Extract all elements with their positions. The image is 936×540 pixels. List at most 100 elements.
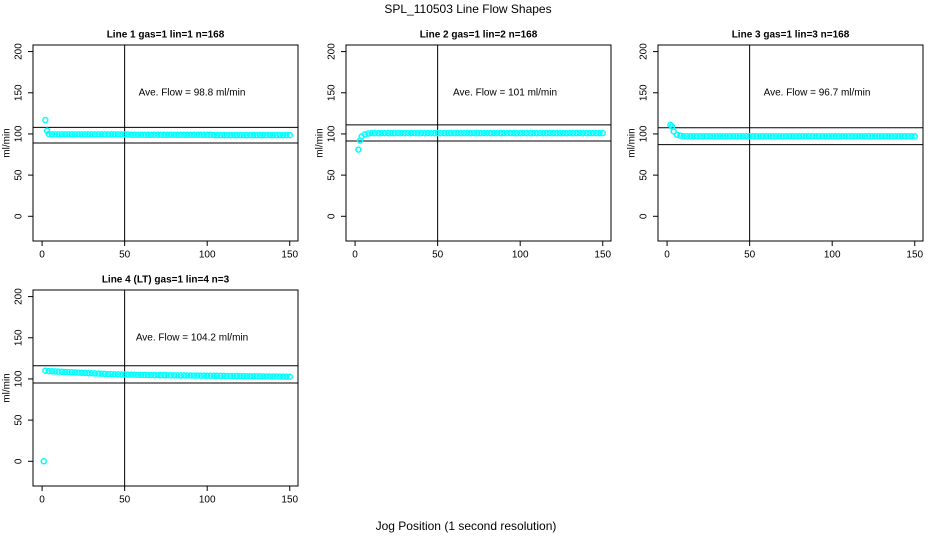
point (368, 129, 375, 137)
point (388, 129, 395, 137)
point (200, 131, 208, 139)
annotation: Ave. Flow = 101 ml/min (453, 87, 557, 98)
point (855, 132, 862, 140)
point (582, 129, 590, 137)
point (55, 368, 62, 375)
point (546, 129, 554, 137)
point (207, 131, 214, 139)
point (677, 132, 684, 139)
point (81, 369, 89, 377)
point (94, 131, 102, 138)
point (141, 131, 148, 139)
point (48, 368, 56, 375)
point (440, 129, 448, 137)
point (266, 373, 274, 380)
point (68, 131, 76, 138)
point (227, 131, 234, 139)
point (766, 132, 773, 140)
point (187, 372, 194, 379)
point (875, 132, 882, 140)
point (250, 131, 257, 139)
point (161, 371, 168, 379)
point (177, 131, 185, 139)
point (243, 131, 251, 139)
plot-frame (32, 289, 299, 487)
y-tick-label: 200 (14, 43, 25, 60)
point (680, 132, 687, 140)
point (177, 372, 185, 379)
point (710, 132, 717, 140)
point (200, 372, 208, 379)
point (78, 131, 85, 138)
point (118, 131, 125, 138)
point (431, 129, 438, 137)
point (213, 131, 221, 139)
point (573, 129, 580, 137)
point (266, 131, 274, 139)
point (184, 131, 191, 139)
point (822, 132, 829, 140)
point (260, 373, 267, 380)
point (286, 131, 293, 139)
point (878, 132, 885, 140)
point (101, 131, 109, 138)
point (124, 371, 132, 378)
point (154, 371, 161, 379)
point (81, 131, 89, 138)
y-axis-label: ml/min (2, 373, 13, 402)
point (673, 131, 681, 139)
point (381, 129, 389, 137)
point (365, 130, 372, 137)
point (464, 129, 471, 137)
point (42, 116, 49, 124)
x-tick-label: 0 (39, 495, 45, 506)
point (427, 129, 435, 137)
point (286, 373, 293, 380)
point (706, 132, 714, 140)
point (78, 369, 85, 377)
point (908, 132, 915, 140)
point (101, 370, 109, 378)
point (513, 129, 521, 137)
point (723, 132, 730, 140)
point (131, 131, 138, 139)
point (779, 132, 786, 140)
point (58, 131, 66, 138)
point (719, 132, 727, 140)
x-tick-label: 50 (119, 495, 131, 506)
point (230, 131, 237, 139)
point (670, 128, 677, 135)
point (759, 132, 767, 140)
point (118, 371, 125, 378)
point (700, 132, 707, 140)
point (407, 129, 415, 137)
point (881, 132, 889, 140)
point (417, 129, 425, 137)
y-tick-label: 50 (14, 169, 25, 181)
point (772, 132, 780, 140)
point (114, 131, 122, 138)
point (220, 131, 227, 139)
point (184, 372, 191, 379)
point (911, 132, 918, 140)
point (835, 132, 843, 140)
y-tick-label: 200 (327, 43, 338, 60)
plot-frame (32, 44, 299, 242)
point (279, 131, 287, 139)
point (576, 129, 583, 137)
point (497, 129, 504, 137)
y-axis-label: ml/min (627, 128, 638, 157)
point (144, 131, 152, 139)
point (131, 371, 138, 378)
point (693, 132, 701, 140)
point (898, 132, 905, 140)
y-tick-label: 0 (327, 213, 338, 219)
point (141, 371, 148, 379)
point (384, 129, 392, 137)
point (269, 373, 277, 380)
annotation: Ave. Flow = 104.2 ml/min (136, 332, 248, 343)
point (68, 369, 76, 376)
x-tick-label: 0 (352, 250, 358, 261)
point (273, 131, 280, 139)
point (42, 367, 49, 374)
